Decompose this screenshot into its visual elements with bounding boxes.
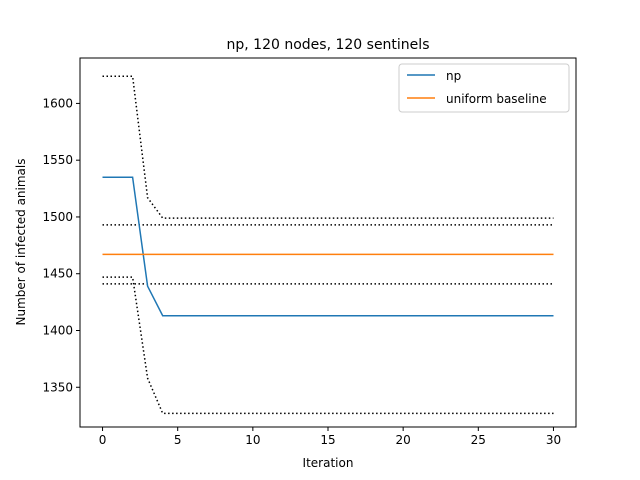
x-tick-label: 30 bbox=[546, 433, 561, 447]
x-tick-label: 25 bbox=[471, 433, 486, 447]
x-axis-label: Iteration bbox=[303, 456, 354, 470]
y-tick-label: 1600 bbox=[42, 96, 73, 110]
bound-line-1 bbox=[102, 276, 554, 415]
x-tick-label: 0 bbox=[99, 433, 107, 447]
y-tick-label: 1350 bbox=[42, 380, 73, 394]
legend-box bbox=[398, 63, 570, 113]
y-tick-label: 1500 bbox=[42, 210, 73, 224]
y-axis: 1350 1400 1450 1500 1550 1600 bbox=[42, 96, 80, 394]
x-tick-label: 20 bbox=[396, 433, 411, 447]
legend-label-uniform-baseline: uniform baseline bbox=[446, 92, 547, 106]
x-axis: 0 5 10 15 20 25 30 bbox=[99, 427, 561, 447]
series-line-np bbox=[102, 176, 554, 317]
bound-line-0 bbox=[102, 75, 554, 219]
legend-label-np: np bbox=[446, 69, 461, 83]
y-tick-label: 1450 bbox=[42, 267, 73, 281]
y-tick-label: 1400 bbox=[42, 323, 73, 337]
x-tick-label: 10 bbox=[245, 433, 260, 447]
x-tick-label: 15 bbox=[320, 433, 335, 447]
x-tick-label: 5 bbox=[174, 433, 182, 447]
plot-lines bbox=[102, 75, 554, 415]
y-axis-label: Number of infected animals bbox=[14, 159, 28, 326]
legend: np uniform baseline bbox=[398, 63, 570, 113]
chart-title: np, 120 nodes, 120 sentinels bbox=[227, 37, 430, 53]
y-tick-label: 1550 bbox=[42, 153, 73, 167]
